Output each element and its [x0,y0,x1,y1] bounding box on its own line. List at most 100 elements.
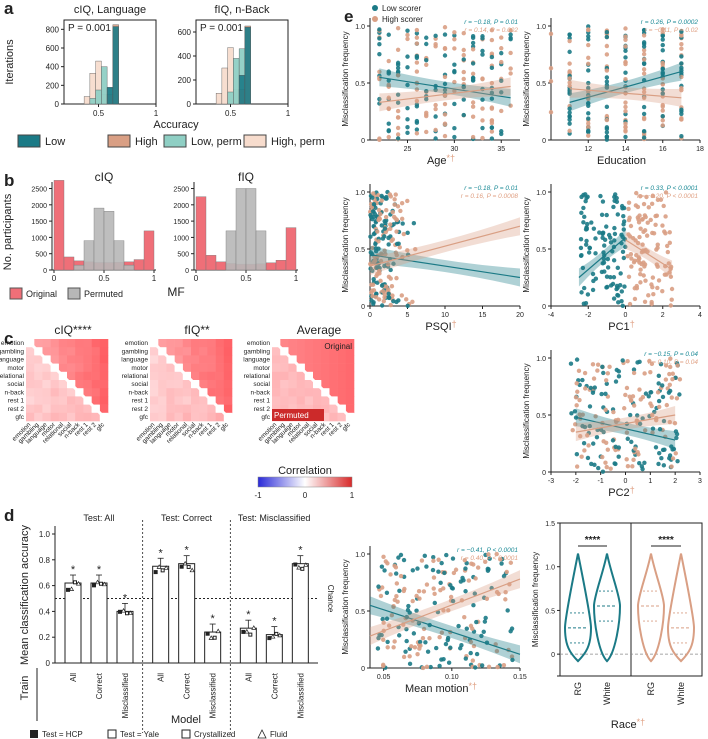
high-scorer-point [591,376,597,381]
heatmap-cell [174,355,184,364]
high-scorer-point [489,37,495,43]
high-scorer-point [679,87,684,93]
low-scorer-point [586,34,591,39]
y-tick-label: 0 [46,659,51,668]
low-scorer-point [452,33,457,38]
high-scorer-point [394,252,399,258]
low-scorer-point [480,36,485,41]
legend-label: Crystallized [194,730,235,739]
xlabel-accuracy: Accuracy [153,119,199,131]
data-marker-triangle [101,581,108,587]
heatmap-cell [191,355,200,364]
low-scorer-point [481,629,486,634]
low-scorer-point [604,126,610,132]
high-scorer-point [667,240,673,246]
high-scorer-point [414,41,420,46]
heatmap-cell [337,347,347,356]
y-tick-label: 1.0 [536,190,546,197]
high-scorer-point [442,122,448,127]
low-scorer-point [611,204,616,210]
low-scorer-point [382,263,387,269]
high-scorer-point [624,430,630,435]
legend-label: Low scorer [382,4,421,13]
low-scorer-point [586,116,591,121]
low-scorer-point [608,274,613,280]
y-tick-label: 0 [361,666,365,673]
low-scorer-point [411,221,417,226]
low-scorer-point [679,61,684,66]
low-scorer-point [639,464,645,469]
high-scorer-point [489,129,495,134]
high-scorer-point [407,654,412,659]
heatmap-cell [304,339,314,348]
low-scorer-point [586,250,592,255]
high-scorer-point [582,370,588,376]
high-scorer-point [653,222,658,228]
high-scorer-point [641,273,646,278]
heatmap-row-label: rest 1 [132,398,149,405]
high-scorer-point [636,452,641,457]
low-scorer-point [641,111,647,117]
low-scorer-point [377,41,382,47]
heatmap-cell [26,412,35,422]
low-scorer-point [372,211,378,217]
low-scorer-point [599,212,605,218]
low-scorer-point [643,391,649,396]
heatmap-cell [67,339,76,348]
heatmap-cell [75,347,84,356]
high-scorer-point [548,79,554,84]
high-scorer-point [567,69,572,74]
high-scorer-point [660,123,665,128]
high-scorer-point [401,231,407,237]
high-scorer-point [637,387,642,392]
low-scorer-point [679,29,684,34]
y-tick-label: 1500 [173,219,189,226]
x-tick-label: 0 [624,478,628,485]
heatmap-cell [58,380,68,389]
heatmap-cell [58,396,68,405]
heatmap-cell [280,380,289,389]
high-scorer-point [483,559,488,565]
low-scorer-point [452,134,457,140]
low-scorer-point [579,252,584,258]
high-scorer-point [631,457,636,463]
high-scorer-point [394,593,399,599]
colorbar-tick: -1 [254,491,262,500]
high-scorer-point [391,214,397,220]
fit-line [569,71,682,103]
x-tick-label: 10 [441,312,449,319]
data-marker-triangle [75,580,82,586]
heatmap-cell [67,404,76,414]
high-scorer-point [651,231,657,236]
high-scorer-point [419,558,425,563]
legend-label: Test = Yale [120,730,160,739]
xlabel: Education [597,155,646,167]
hist-bar [225,230,237,271]
heatmap-cell [150,371,159,381]
bar-category-label: Correct [183,672,192,699]
high-scorer-point [374,295,379,300]
low-scorer-point [489,90,495,96]
low-scorer-point [382,219,387,224]
high-scorer-point [570,428,575,433]
x-tick-label: -2 [585,312,591,319]
high-scorer-point [489,28,495,33]
high-scorer-point [623,26,628,31]
high-scorer-point [441,586,446,591]
low-scorer-point [377,96,382,102]
y-tick-label: 0.5 [545,608,555,615]
low-scorer-point [414,608,419,613]
low-scorer-point [406,603,411,609]
low-scorer-point [405,303,410,308]
heatmap-cell [166,339,175,348]
low-scorer-point [505,608,510,613]
high-scorer-point [667,382,673,387]
legend-label: Original [26,289,57,299]
low-scorer-point [388,267,393,273]
heatmap-row-label: rest 2 [254,406,271,413]
low-scorer-point [620,234,625,240]
low-scorer-point [623,55,628,60]
high-scorer-point [370,245,375,251]
high-scorer-point [623,392,628,398]
heatmap-cell [337,412,347,422]
